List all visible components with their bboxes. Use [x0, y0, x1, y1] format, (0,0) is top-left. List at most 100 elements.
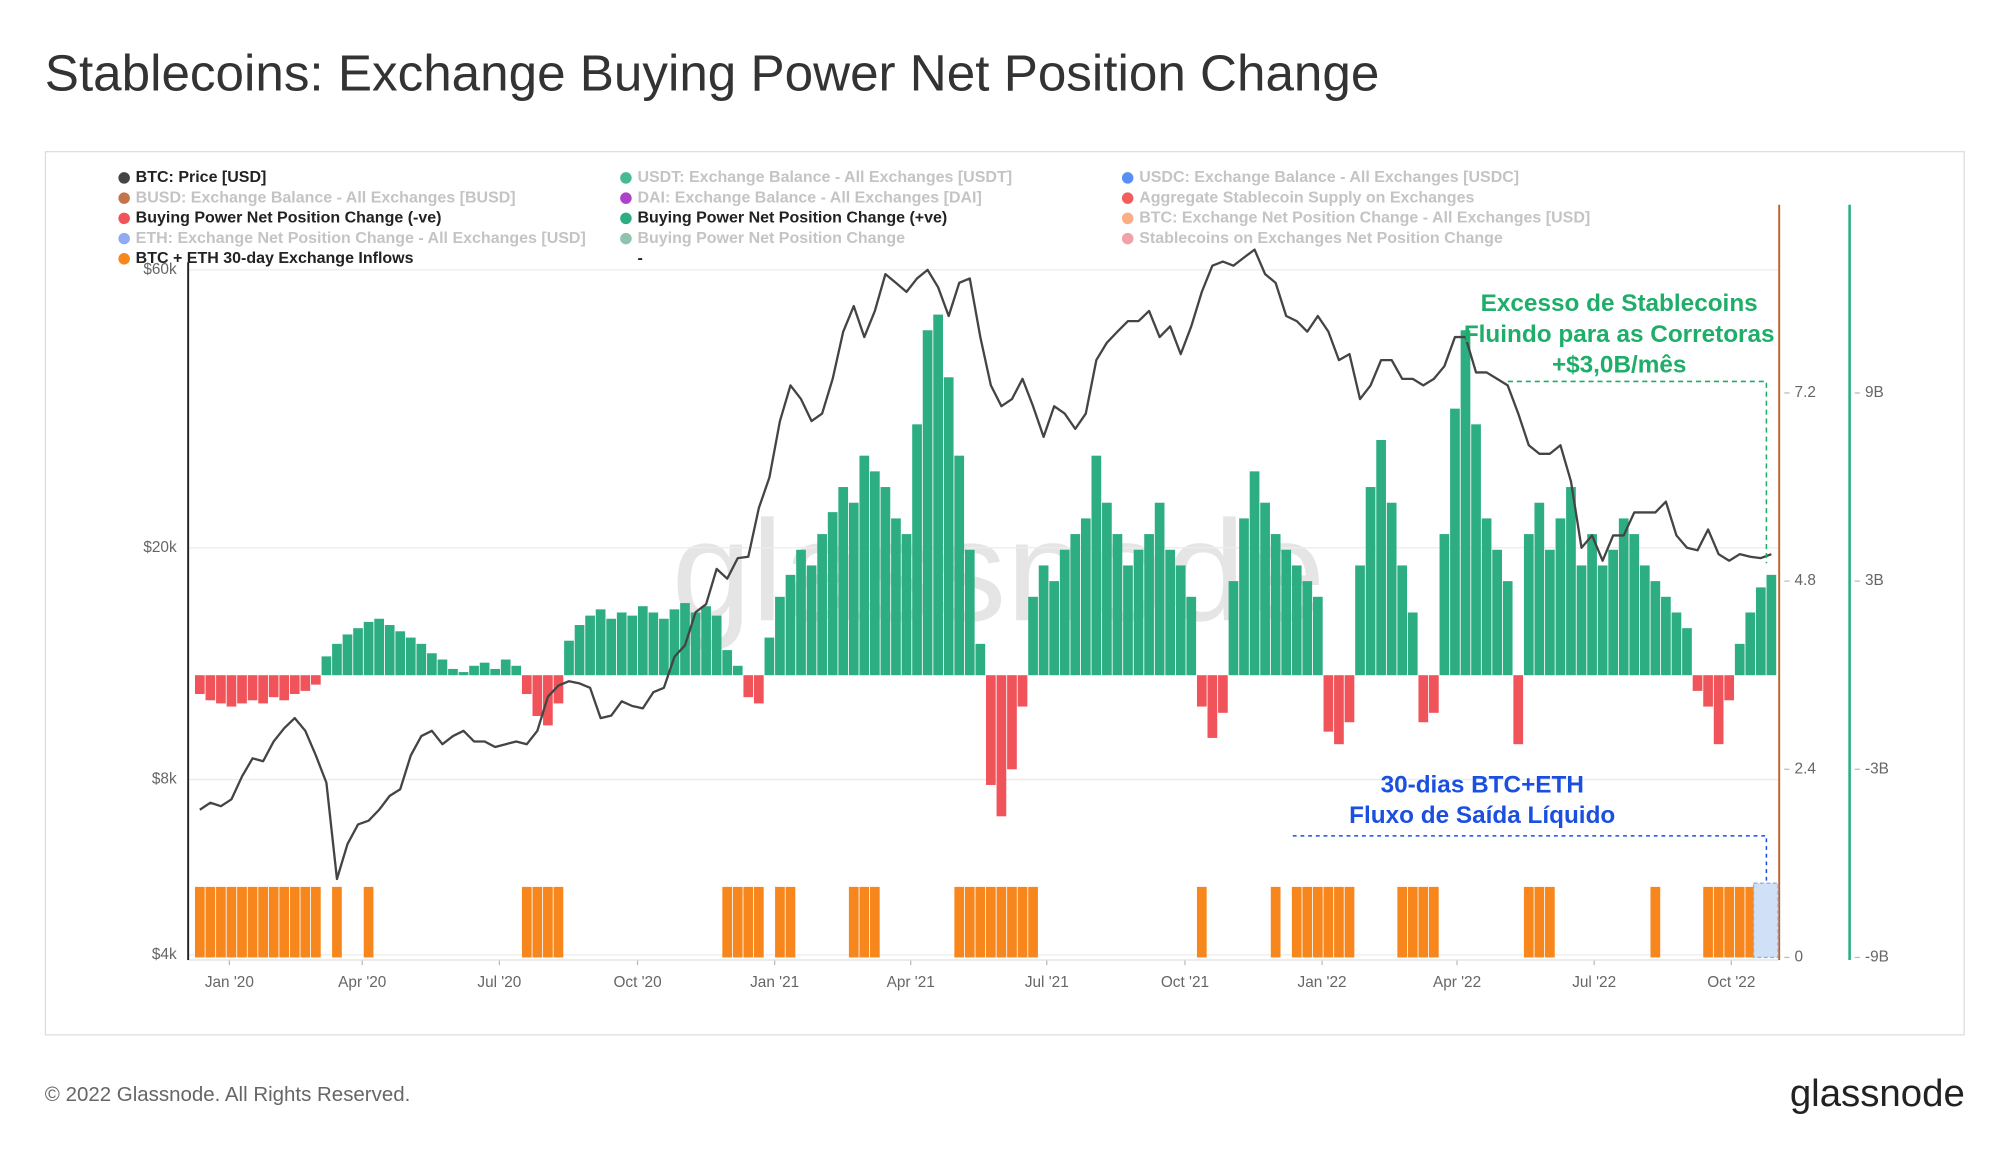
bar — [1059, 549, 1070, 676]
bar — [1260, 502, 1270, 676]
bar — [1080, 518, 1091, 676]
bar — [722, 886, 733, 958]
bar — [1207, 675, 1218, 738]
legend-label: BTC + ETH 30-day Exchange Inflows — [136, 250, 414, 267]
bar — [1481, 518, 1492, 676]
bar — [616, 612, 627, 676]
x-tick-label: Apr '20 — [338, 974, 386, 991]
legend-marker — [620, 212, 632, 225]
bar — [1682, 628, 1692, 676]
x-tick-label: Oct '20 — [613, 974, 661, 991]
bar — [1618, 518, 1629, 676]
legend-label: Stablecoins on Exchanges Net Position Ch… — [1139, 230, 1503, 247]
bar — [1249, 471, 1260, 676]
bar — [1745, 612, 1756, 676]
bar — [912, 424, 922, 676]
legend-label: ETH: Exchange Net Position Change - All … — [136, 230, 586, 247]
bar — [490, 668, 501, 676]
bar — [395, 631, 406, 676]
bar — [521, 886, 532, 958]
bar — [1534, 502, 1545, 676]
legend-label: BUSD: Exchange Balance - All Exchanges [… — [136, 189, 516, 206]
bar — [311, 886, 321, 958]
plot-area: $4k $8k $20k $60k 0 2.4 4.8 7.2 -9B -3B 3B 9B Jan '2… — [118, 169, 1889, 991]
bar — [1281, 549, 1292, 676]
bar — [363, 886, 374, 958]
bar — [986, 886, 996, 958]
bar — [1028, 596, 1038, 676]
bar — [1302, 581, 1313, 676]
bar — [574, 625, 585, 676]
bar — [1713, 886, 1724, 958]
bar — [1460, 330, 1471, 676]
bar — [954, 886, 965, 958]
bar — [205, 675, 216, 701]
bar — [500, 659, 511, 676]
bar — [975, 643, 986, 676]
bar — [1534, 886, 1545, 958]
bar — [289, 886, 300, 958]
bar — [1523, 886, 1534, 958]
bar — [1334, 886, 1344, 958]
bar — [1734, 886, 1745, 958]
x-tick-label: Jan '21 — [750, 974, 799, 991]
legend-marker — [620, 232, 632, 245]
bar — [237, 675, 247, 704]
bar — [1312, 596, 1323, 676]
bar — [479, 662, 490, 676]
y-tick-label: 3B — [1865, 572, 1884, 589]
bar — [964, 549, 975, 676]
bar — [1397, 886, 1408, 958]
x-tick-label: Oct '21 — [1161, 974, 1209, 991]
bar — [1407, 612, 1418, 676]
bar — [986, 675, 996, 785]
bar — [543, 886, 553, 958]
bar — [1186, 596, 1197, 676]
bar — [1766, 574, 1777, 676]
legend-label: - — [637, 250, 642, 267]
bar — [1376, 440, 1386, 676]
footer: © 2022 Glassnode. All Rights Reserved. — [45, 1083, 411, 1106]
bar — [437, 659, 448, 676]
legend-marker — [1121, 212, 1134, 225]
bar — [1270, 886, 1281, 958]
legend-marker — [1121, 192, 1134, 204]
bar — [848, 502, 859, 676]
bar — [1597, 565, 1608, 676]
bar — [258, 675, 268, 704]
legend-marker — [1121, 232, 1134, 245]
bar — [1112, 534, 1123, 676]
bar — [711, 615, 722, 676]
legend-label: Aggregate Stablecoin Supply on Exchanges — [1139, 189, 1474, 206]
bar — [1724, 675, 1735, 701]
y-tick-label: 2.4 — [1795, 760, 1817, 777]
chart-frame — [44, 151, 1965, 1036]
bar — [553, 886, 564, 958]
x-tick-label: Jan '22 — [1298, 974, 1347, 991]
bar — [1144, 534, 1154, 676]
legend-marker — [1121, 172, 1134, 184]
bar — [268, 886, 279, 958]
bar — [226, 675, 237, 707]
bar — [363, 621, 374, 676]
annotation-text: Excesso de Stablecoins — [1481, 290, 1758, 317]
bar — [1218, 675, 1228, 713]
bar — [732, 886, 743, 958]
bar — [1513, 675, 1524, 745]
highlight-box — [1752, 882, 1779, 959]
bar — [1123, 565, 1133, 676]
bar — [1755, 587, 1766, 676]
bar — [405, 637, 416, 676]
bar — [1608, 549, 1619, 676]
bar — [1386, 502, 1397, 676]
x-tick-label: Oct '22 — [1707, 974, 1755, 991]
legend-marker — [118, 253, 130, 265]
bar — [448, 668, 458, 676]
legend-label: BTC: Exchange Net Position Change - All … — [1139, 210, 1590, 227]
y-tick-label: 9B — [1865, 384, 1884, 401]
bar — [1650, 886, 1661, 958]
bar — [1323, 886, 1334, 958]
y-tick-label: $20k — [143, 539, 177, 556]
bar — [205, 886, 216, 958]
